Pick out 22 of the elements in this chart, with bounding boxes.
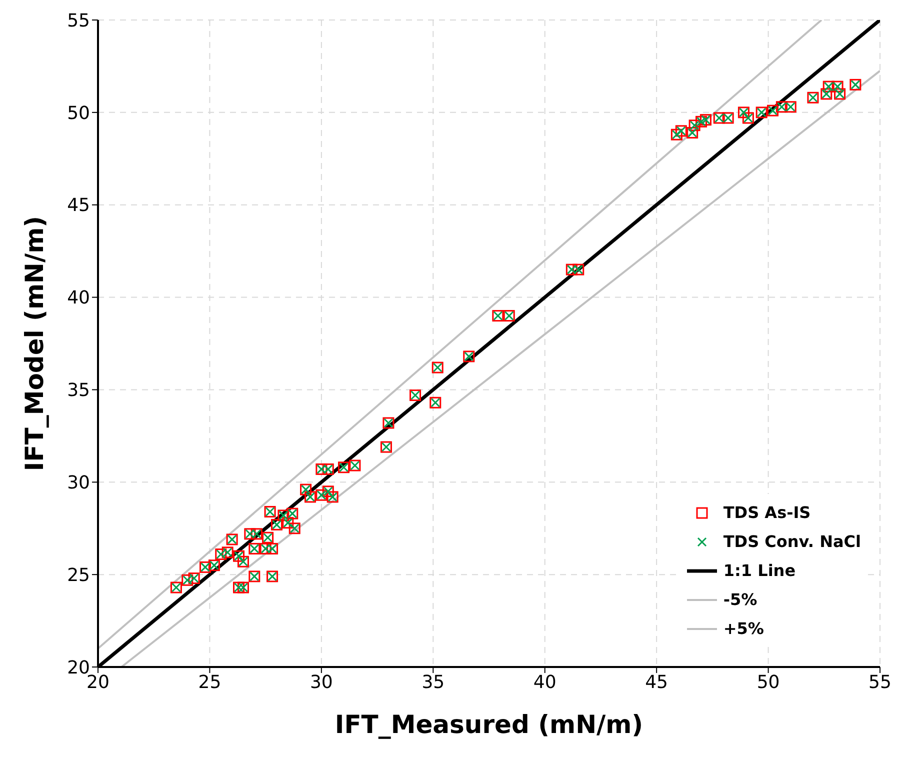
legend-label: -5% [723, 590, 758, 609]
x-tick-label: 25 [198, 672, 222, 693]
x-tick-label: 55 [868, 672, 892, 693]
x-tick-label: 50 [756, 672, 780, 693]
x-tick-label: 35 [422, 672, 445, 693]
x-axis-title: IFT_Measured (mN/m) [334, 710, 644, 739]
x-tick-label: 40 [533, 672, 556, 693]
y-tick-label: 40 [67, 288, 90, 309]
y-tick-label: 45 [67, 195, 90, 216]
legend-label: +5% [723, 619, 764, 638]
y-tick-label: 25 [67, 564, 90, 586]
legend-label: TDS As-IS [723, 503, 811, 522]
x-tick-label: 30 [310, 672, 333, 693]
x-tick-label: 20 [86, 672, 110, 693]
y-tick-label: 50 [67, 102, 90, 124]
y-axis-title: IFT_Model (mN/m) [20, 216, 49, 472]
x-tick-label: 45 [645, 672, 668, 693]
y-tick-label: 35 [67, 380, 90, 402]
legend-label: TDS Conv. NaCl [723, 532, 861, 551]
y-tick-label: 30 [67, 472, 90, 494]
y-tick-label: 55 [67, 10, 90, 32]
legend-label: 1:1 Line [723, 561, 796, 580]
